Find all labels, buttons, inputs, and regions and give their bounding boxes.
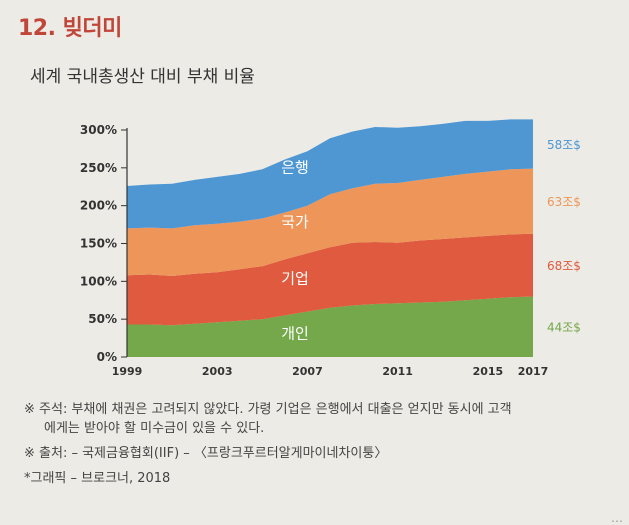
area-series-4 <box>127 119 533 229</box>
x-tick-label: 2017 <box>518 365 549 378</box>
area-series-3 <box>127 168 533 276</box>
area-series-2 <box>127 233 533 326</box>
y-tick-label: 50% <box>88 312 117 326</box>
series-label-2: 기업 <box>281 270 309 288</box>
x-tick-label: 2007 <box>292 365 323 378</box>
y-tick-label: 100% <box>80 274 117 288</box>
stacked-area-chart: 개인 기업 국가 은행 44조$ 68조$ 63조$ 58조$ 0% 50% 100% 150% 200… <box>80 119 581 378</box>
right-value-label-2: 68조$ <box>547 259 581 273</box>
footnotes: ※ 주석: 부채에 채권은 고려되지 않았다. 가령 기업은 은행에서 대출은 … <box>24 400 624 488</box>
section-title: 12. 빚더미 <box>18 16 122 41</box>
y-tick-label: 150% <box>80 237 117 251</box>
area-series-1 <box>127 296 533 357</box>
note-source: ※ 출처: – 국제금융협회(IIF) – 〈프랑크푸르터알게마이네차이퉁〉 <box>24 446 388 461</box>
series-label-4: 은행 <box>281 158 309 176</box>
right-value-label-1: 44조$ <box>547 321 581 335</box>
note-1-line-1: ※ 주석: 부채에 채권은 고려되지 않았다. 가령 기업은 은행에서 대출은 … <box>24 402 512 417</box>
chart-title: 세계 국내총생산 대비 부채 비율 <box>30 67 255 87</box>
y-tick-label: 200% <box>80 199 117 213</box>
y-tick-label: 300% <box>80 123 117 137</box>
note-1-line-2: 에게는 받아야 할 미수금이 있을 수 있다. <box>44 421 265 436</box>
x-tick-label: 2015 <box>473 365 504 378</box>
y-tick-label: 0% <box>97 350 117 364</box>
series-label-3: 국가 <box>281 213 309 231</box>
right-value-label-3: 63조$ <box>547 195 581 209</box>
y-tick-label: 250% <box>80 161 117 175</box>
x-tick-label: 2011 <box>382 365 413 378</box>
right-value-label-4: 58조$ <box>547 138 581 152</box>
note-graphic: *그래픽 – 브로크너, 2018 <box>24 471 171 486</box>
x-tick-label: 2003 <box>202 365 233 378</box>
page-number: … <box>611 511 623 525</box>
x-tick-label: 1999 <box>112 365 143 378</box>
series-label-1: 개인 <box>281 324 309 342</box>
